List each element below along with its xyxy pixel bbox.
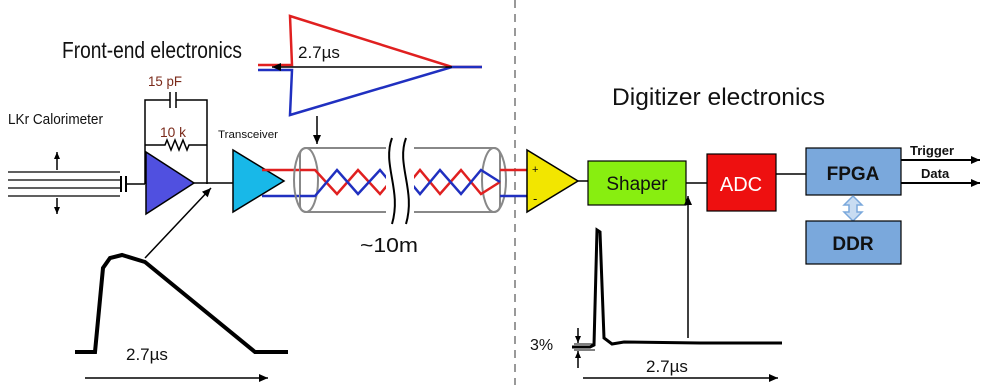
- resistor-label: 10 k: [160, 124, 187, 140]
- receiver-amplifier: [526, 148, 580, 214]
- preamp-pulse-pointer: [144, 187, 212, 259]
- pulse-width-label-bottom-left: 2.7µs: [126, 345, 168, 364]
- pulse-width-label-bottom-right: 2.7µs: [646, 357, 688, 376]
- fpga-label: FPGA: [827, 164, 880, 185]
- transceiver-label: Transceiver: [218, 129, 278, 141]
- receiver-minus: -: [533, 191, 537, 206]
- calorimeter-label: LKr Calorimeter: [8, 111, 103, 128]
- pulse-width-label-top: 2.7µs: [298, 43, 340, 62]
- receiver-plus: +: [532, 164, 538, 176]
- adc-block: [706, 153, 777, 212]
- adc-label: ADC: [720, 174, 762, 196]
- shaper-block: [587, 160, 687, 206]
- feedback-network: [144, 92, 208, 184]
- digitizer-title: Digitizer electronics: [612, 84, 825, 111]
- front-end-title: Front-end electronics: [62, 37, 242, 63]
- percent-label: 3%: [530, 337, 553, 354]
- preamp-pulse: [75, 252, 288, 354]
- data-label: Data: [921, 166, 950, 181]
- fpga-ddr-link: [842, 194, 864, 223]
- ddr-label: DDR: [832, 234, 873, 255]
- differential-pulse: [258, 14, 482, 117]
- trigger-label: Trigger: [910, 143, 954, 158]
- fpga-block: [805, 147, 902, 196]
- shaped-pulse: [572, 227, 782, 349]
- shaper-label: Shaper: [606, 174, 668, 195]
- ddr-block: [805, 220, 902, 265]
- preamplifier: [145, 150, 196, 216]
- twisted-pair-cable: [293, 137, 507, 225]
- cable-length-label: ~10m: [360, 235, 418, 257]
- capacitor-label: 15 pF: [148, 73, 182, 89]
- transceiver: [232, 148, 286, 214]
- calorimeter-plates: [8, 171, 120, 197]
